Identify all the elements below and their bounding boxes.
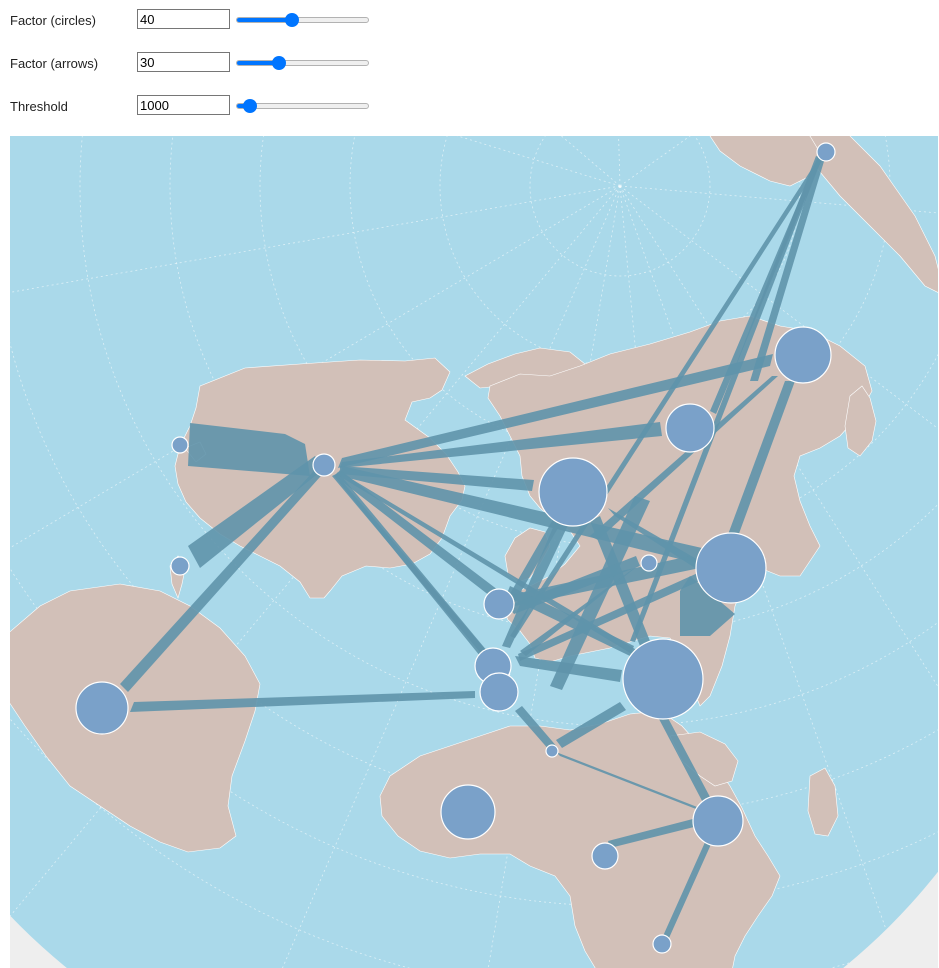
factor-arrows-slider-fill — [237, 61, 279, 65]
factor-arrows-control: Factor (arrows) — [10, 52, 380, 76]
factor-circles-slider[interactable] — [236, 13, 369, 27]
flow-map[interactable] — [10, 136, 938, 968]
factor-arrows-input[interactable] — [137, 52, 230, 72]
japan — [844, 385, 877, 457]
node[interactable] — [171, 436, 189, 454]
node[interactable] — [170, 556, 190, 576]
node[interactable] — [312, 453, 336, 477]
node[interactable] — [665, 403, 715, 453]
node[interactable] — [75, 681, 129, 735]
threshold-control: Threshold — [10, 95, 380, 119]
threshold-input[interactable] — [137, 95, 230, 115]
madagascar — [807, 767, 839, 837]
node[interactable] — [816, 142, 836, 162]
factor-circles-control: Factor (circles) — [10, 9, 380, 33]
factor-arrows-slider[interactable] — [236, 56, 369, 70]
south-america — [10, 583, 261, 853]
node[interactable] — [774, 326, 832, 384]
alaska-far-east — [709, 136, 823, 187]
factor-circles-slider-thumb[interactable] — [285, 13, 300, 27]
node[interactable] — [545, 744, 559, 758]
node[interactable] — [479, 672, 519, 712]
node[interactable] — [538, 457, 608, 527]
nodes — [75, 142, 836, 954]
node[interactable] — [622, 638, 704, 720]
factor-circles-input[interactable] — [137, 9, 230, 29]
node[interactable] — [591, 842, 619, 870]
threshold-slider[interactable] — [236, 99, 369, 113]
node[interactable] — [440, 784, 496, 840]
node[interactable] — [483, 588, 515, 620]
factor-arrows-label: Factor (arrows) — [10, 56, 99, 71]
kamchatka — [809, 136, 938, 297]
factor-circles-slider-fill — [237, 18, 293, 22]
factor-circles-label: Factor (circles) — [10, 13, 96, 28]
threshold-slider-thumb[interactable] — [243, 99, 258, 113]
node[interactable] — [652, 934, 672, 954]
factor-arrows-slider-thumb[interactable] — [271, 56, 286, 70]
threshold-label: Threshold — [10, 99, 68, 114]
node[interactable] — [695, 532, 767, 604]
node[interactable] — [692, 795, 744, 847]
node[interactable] — [640, 554, 658, 572]
map-panel — [10, 136, 938, 968]
